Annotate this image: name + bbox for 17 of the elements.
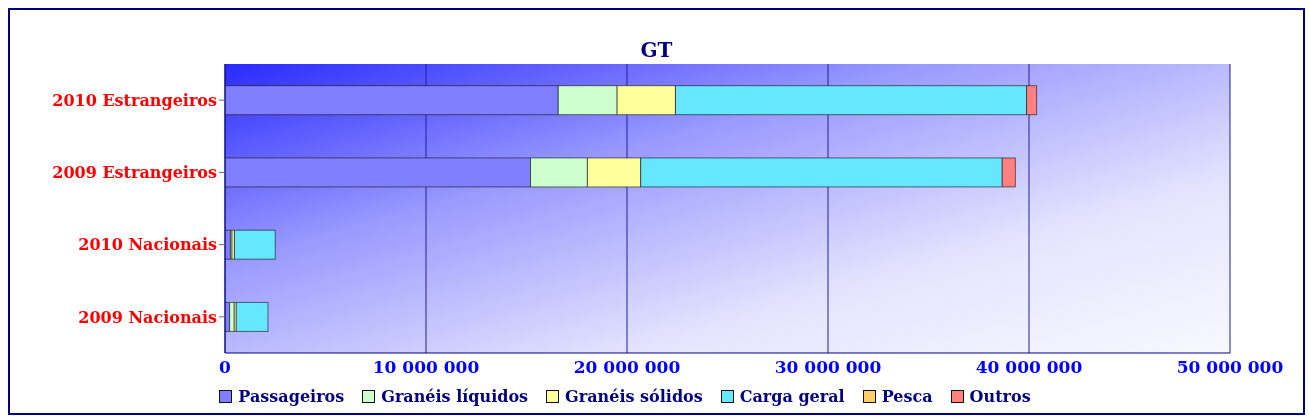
legend-label: Carga geral [739, 387, 845, 406]
x-tick-label: 0 [219, 357, 232, 378]
y-tick-label: 2010 Estrangeiros [52, 90, 217, 110]
x-tick-label: 30 000 000 [774, 357, 882, 378]
y-tick-label: 2009 Estrangeiros [52, 163, 217, 183]
chart-title: GT [639, 38, 674, 62]
legend-label: Granéis sólidos [565, 387, 703, 406]
legend-label: Pesca [881, 387, 933, 406]
x-tick-label: 20 000 000 [573, 357, 681, 378]
x-tick-label: 10 000 000 [372, 357, 480, 378]
x-tick-label: 40 000 000 [975, 357, 1083, 378]
x-tick-label: 50 000 000 [1176, 357, 1284, 378]
legend-label: Granéis líquidos [381, 387, 529, 406]
y-tick-label: 2010 Nacionais [78, 235, 217, 255]
legend-label: Passageiros [238, 387, 345, 406]
legend-label: Outros [969, 387, 1031, 406]
y-tick-label: 2009 Nacionais [78, 307, 217, 327]
